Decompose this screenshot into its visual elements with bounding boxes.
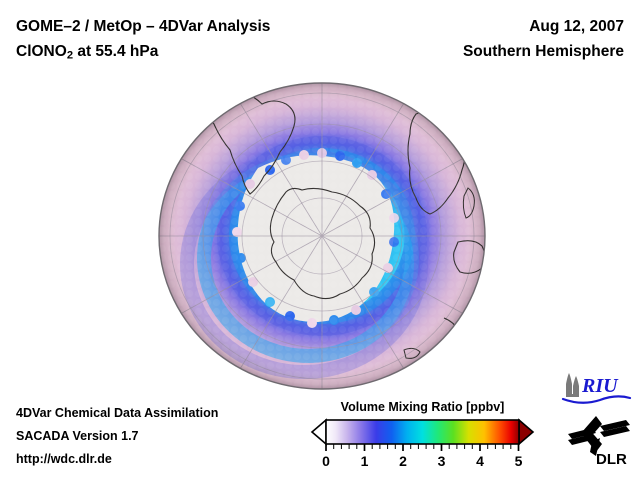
concentration-field	[159, 83, 485, 389]
footer-line-url: http://wdc.dlr.de	[16, 452, 112, 466]
pressure-level-label: at 55.4 hPa	[73, 43, 159, 60]
dlr-logo: DLR	[568, 416, 630, 468]
colorbar-title: Volume Mixing Ratio [ppbv]	[340, 400, 505, 414]
riu-spires-icon	[566, 373, 579, 397]
colorbar-under-arrow	[310, 418, 327, 446]
colorbar-tick-1: 1	[361, 453, 369, 469]
colorbar-minor-ticks	[333, 444, 512, 449]
footer-line-method: 4DVar Chemical Data Assimilation	[16, 406, 219, 420]
hemisphere-label: Southern Hemisphere	[462, 43, 624, 60]
riu-swoosh-icon	[561, 395, 632, 404]
dlr-mark-icon	[568, 416, 630, 456]
colorbar: Volume Mixing Ratio [ppbv]	[310, 400, 535, 470]
species-label: ClONO	[16, 43, 67, 60]
riu-logo: RIU	[561, 373, 632, 404]
footer-credits: 4DVar Chemical Data Assimilation SACADA …	[16, 402, 218, 471]
globe-limb-outline	[158, 82, 486, 390]
species-subscript: 2	[66, 49, 74, 62]
colorbar-tick-3: 3	[438, 453, 446, 469]
polar-projection-map	[158, 82, 486, 390]
colorbar-over-arrow	[518, 418, 535, 446]
colorbar-tick-4: 4	[476, 453, 484, 469]
colorbar-tick-0: 0	[322, 453, 330, 469]
date-label: Aug 12, 2007	[529, 18, 624, 35]
riu-wordmark: RIU	[581, 375, 619, 397]
dlr-wordmark: DLR	[596, 451, 627, 468]
page-title: GOME–2 / MetOp – 4DVar Analysis	[16, 18, 271, 35]
species-pressure-label: ClONO2 at 55.4 hPa	[16, 39, 270, 68]
colorbar-tick-labels: 0 1 2 3 4 5	[322, 453, 523, 469]
colorbar-gradient	[325, 419, 520, 445]
footer-line-version: SACADA Version 1.7	[16, 429, 139, 443]
colorbar-tick-2: 2	[399, 453, 407, 469]
colorbar-major-ticks	[325, 444, 520, 451]
header-title-block: GOME–2 / MetOp – 4DVar Analysis ClONO2 a…	[16, 14, 270, 68]
colorbar-tick-5: 5	[515, 453, 523, 469]
header-meta-block: Aug 12, 2007 Southern Hemisphere	[463, 14, 624, 64]
